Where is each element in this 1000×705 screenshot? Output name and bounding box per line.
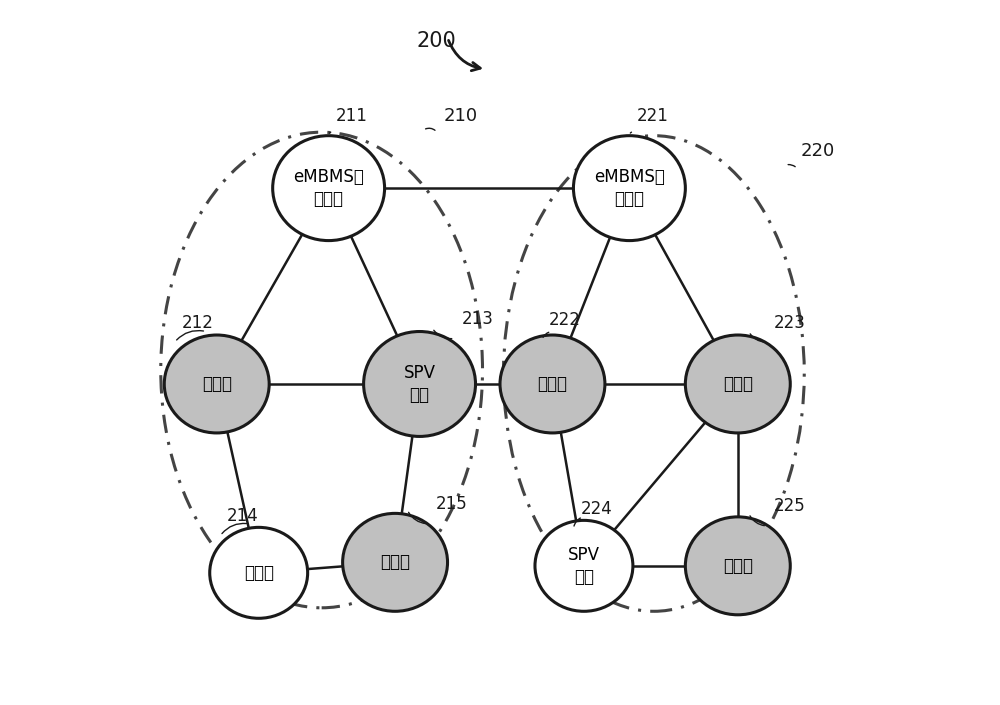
Text: 213: 213 (462, 310, 493, 328)
Text: 214: 214 (227, 508, 259, 525)
Text: 全节点: 全节点 (202, 375, 232, 393)
Text: 212: 212 (182, 314, 214, 331)
Ellipse shape (364, 331, 476, 436)
Ellipse shape (210, 527, 308, 618)
Text: 全节点: 全节点 (723, 375, 753, 393)
Text: 210: 210 (444, 107, 478, 125)
Ellipse shape (573, 135, 685, 240)
Ellipse shape (685, 335, 790, 433)
Ellipse shape (535, 520, 633, 611)
Text: 224: 224 (580, 501, 612, 518)
Text: SPV
节点: SPV 节点 (404, 364, 436, 404)
Text: 223: 223 (774, 314, 806, 331)
Text: 222: 222 (549, 312, 581, 329)
Text: 225: 225 (774, 498, 806, 515)
Text: 211: 211 (336, 107, 368, 125)
Ellipse shape (343, 513, 448, 611)
Text: 全节点: 全节点 (380, 553, 410, 571)
Ellipse shape (685, 517, 790, 615)
Text: 全节点: 全节点 (244, 564, 274, 582)
Ellipse shape (273, 135, 385, 240)
Text: SPV
节点: SPV 节点 (568, 546, 600, 586)
Text: 220: 220 (801, 142, 835, 160)
Text: 200: 200 (416, 31, 456, 51)
Text: 全节点: 全节点 (723, 557, 753, 575)
Text: 全节点: 全节点 (537, 375, 567, 393)
Text: eMBMS区
块节点: eMBMS区 块节点 (293, 168, 364, 208)
Text: 215: 215 (436, 496, 467, 513)
Ellipse shape (164, 335, 269, 433)
Ellipse shape (500, 335, 605, 433)
Text: 221: 221 (636, 107, 668, 125)
Text: eMBMS区
块节点: eMBMS区 块节点 (594, 168, 665, 208)
